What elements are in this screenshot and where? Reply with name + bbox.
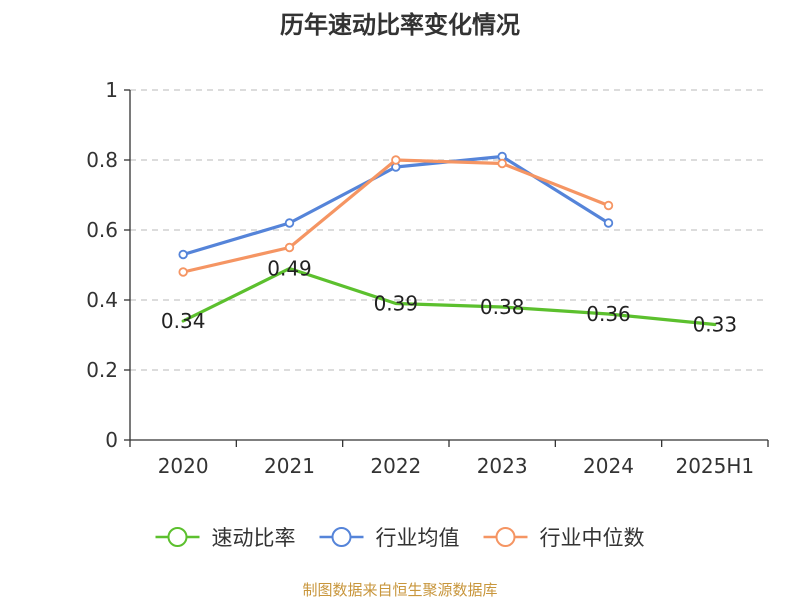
data-point-1	[284, 218, 295, 228]
x-tick-label: 2025H1	[675, 454, 754, 478]
gridlines	[130, 89, 768, 371]
legend-label: 行业中位数	[540, 526, 645, 550]
data-label: 0.39	[374, 292, 419, 316]
data-label: 0.36	[586, 302, 631, 326]
legend-item-1: 行业均值	[319, 526, 460, 550]
data-point-2	[497, 158, 507, 169]
y-tick-label: 0.8	[86, 148, 118, 172]
series-line-0	[181, 266, 717, 327]
legend-swatch-marker	[167, 527, 188, 547]
y-tick-label: 0.6	[86, 218, 118, 242]
data-labels: 0.34 0.49 0.39 0.38 0.36 0.33	[161, 257, 737, 337]
series-lines	[178, 151, 717, 327]
x-tick-label: 2024	[583, 454, 634, 478]
legend: 速动比率 行业均值 行业中位数	[155, 526, 645, 550]
data-point-2	[284, 242, 295, 253]
y-tick-label: 0.4	[86, 288, 118, 312]
data-point-2	[391, 155, 401, 165]
data-label: 0.33	[693, 313, 738, 337]
data-label: 0.38	[480, 295, 525, 319]
series-line-2	[181, 158, 611, 274]
x-tick-label: 2022	[370, 454, 421, 478]
x-tick-label: 2023	[477, 454, 528, 478]
legend-label: 速动比率	[212, 526, 296, 550]
y-tick-label: 0	[105, 428, 118, 452]
x-tick-label: 2020	[158, 454, 209, 478]
chart-title: 历年速动比率变化情况	[280, 11, 520, 39]
data-point-1	[603, 218, 614, 228]
y-tick-label: 1	[105, 78, 118, 102]
data-point-2	[178, 267, 188, 277]
legend-swatch-marker	[331, 527, 352, 547]
data-label: 0.49	[267, 257, 312, 281]
source-text: 制图数据来自恒生聚源数据库	[302, 581, 497, 599]
y-tick-label: 0.2	[86, 358, 118, 382]
legend-swatch-marker	[495, 527, 516, 547]
axes: 0 0.2 0.4 0.6 0.8 1 2020 2021 2022 2023 2024 2025H1	[86, 78, 769, 478]
x-tick-label: 2021	[264, 454, 315, 478]
legend-item-0: 速动比率	[155, 526, 296, 550]
data-label: 0.34	[161, 309, 206, 333]
legend-item-2: 行业中位数	[483, 526, 645, 550]
legend-label: 行业均值	[376, 526, 460, 550]
data-point-1	[178, 249, 188, 260]
data-point-2	[603, 200, 614, 211]
